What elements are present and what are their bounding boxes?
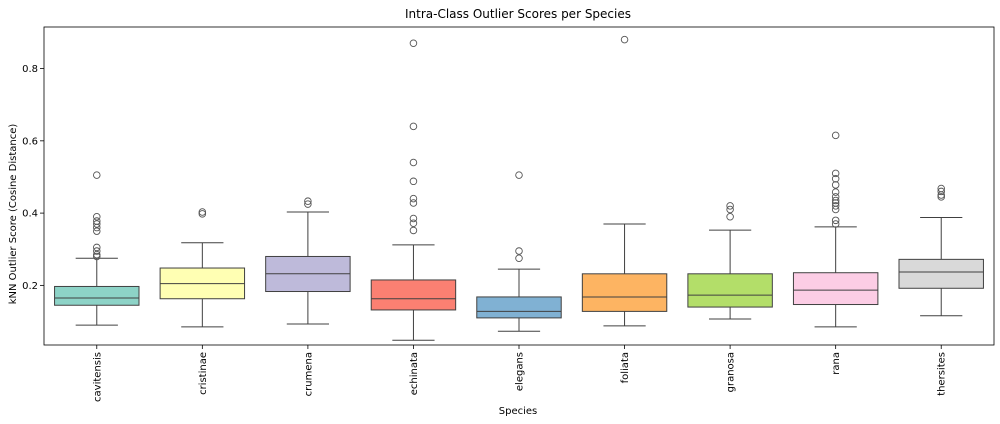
outlier-point [515, 254, 523, 263]
outlier-point [831, 202, 840, 210]
x-axis: cavitensis cristinae crumena echinata elegan… [92, 345, 948, 402]
outlier-point [93, 223, 101, 232]
outlier-point [93, 250, 101, 259]
outlier-point [93, 252, 101, 261]
x-tick-label: granosa [726, 352, 737, 392]
outlier-point [409, 122, 418, 131]
outlier-point [409, 194, 418, 203]
outlier-point [93, 227, 101, 235]
iqr-box [792, 272, 879, 306]
iqr-box [54, 285, 140, 306]
y-tick-label: 0.2 [22, 281, 38, 292]
boxes-group [54, 35, 984, 341]
box-echinata [370, 39, 457, 341]
outlier-point [831, 131, 840, 140]
iqr-box [581, 273, 668, 312]
outlier-point [409, 158, 418, 167]
y-axis-label: kNN Outlier Score (Cosine Distance) [8, 124, 19, 305]
outlier-point [726, 202, 734, 210]
x-tick-label: cristinae [198, 352, 209, 395]
outlier-point [831, 175, 840, 183]
outlier-point [515, 247, 523, 255]
outlier-point [93, 247, 101, 255]
y-tick-label: 0.4 [22, 209, 38, 220]
outlier-point [937, 193, 945, 201]
outlier-point [831, 220, 840, 228]
outlier-point [93, 220, 101, 228]
x-tick-label: echinata [409, 352, 420, 395]
box-thersites [898, 184, 984, 317]
iqr-box [898, 258, 984, 289]
outlier-point [831, 205, 840, 214]
outlier-point [93, 171, 101, 179]
outlier-point [409, 177, 418, 186]
x-tick-label: foliata [620, 352, 631, 383]
outlier-point [831, 169, 840, 178]
y-tick-label: 0.6 [22, 136, 38, 147]
box-elegans [476, 171, 562, 332]
outlier-point [937, 187, 945, 196]
outlier-point [304, 200, 312, 208]
box-foliata [581, 35, 668, 327]
outlier-point [198, 208, 207, 216]
outlier-point [831, 193, 840, 201]
x-tick-label: crumena [303, 352, 314, 396]
x-tick-label: thersites [937, 352, 948, 396]
outlier-point [409, 199, 418, 207]
outlier-point [409, 39, 418, 48]
iqr-box [687, 273, 773, 308]
y-tick-label: 0.8 [22, 64, 38, 75]
outlier-point [831, 216, 840, 225]
outlier-point [304, 197, 312, 205]
iqr-box [476, 296, 562, 319]
outlier-point [726, 205, 734, 214]
plot-area: 0.2 0.4 0.6 0.8 cavitensis cristinae crumena e… [22, 26, 995, 402]
outlier-point [93, 212, 101, 221]
outlier-point [409, 219, 418, 227]
box-rana [792, 131, 879, 328]
outlier-point [831, 181, 840, 189]
x-tick-label: rana [831, 352, 842, 375]
outlier-point [198, 210, 207, 218]
outlier-point [937, 191, 945, 199]
outlier-point [515, 171, 523, 179]
box-granosa [687, 202, 773, 320]
outlier-point [831, 188, 840, 196]
outlier-point [620, 35, 629, 44]
outlier-point [831, 196, 840, 205]
x-tick-label: elegans [515, 352, 526, 391]
x-tick-label: cavitensis [92, 352, 103, 402]
outlier-point [726, 212, 734, 221]
x-axis-label: Species [499, 406, 538, 417]
box-cavitensis [54, 171, 140, 326]
outlier-point [93, 243, 101, 252]
outlier-point [409, 226, 418, 235]
y-axis: 0.2 0.4 0.6 0.8 [22, 64, 44, 292]
iqr-box [370, 279, 457, 311]
box-crumena [265, 197, 351, 325]
outlier-point [409, 214, 418, 223]
box-cristinae [159, 208, 246, 328]
chart-title: Intra-Class Outlier Scores per Species [405, 7, 631, 21]
